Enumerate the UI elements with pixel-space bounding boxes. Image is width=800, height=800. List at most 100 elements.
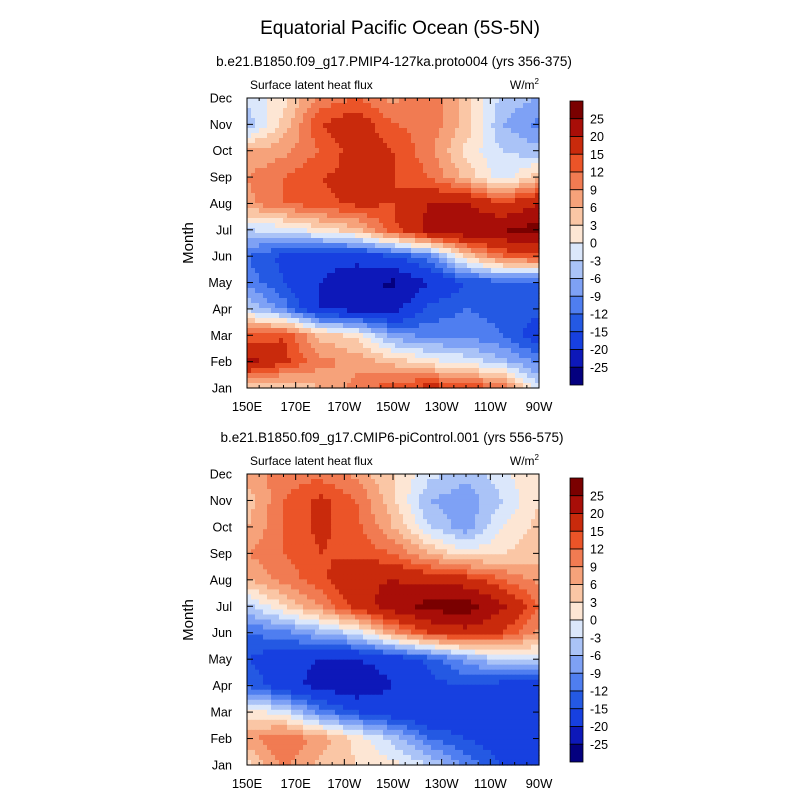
- heatmap-cell: [443, 198, 448, 204]
- heatmap-cell: [311, 183, 316, 189]
- heatmap-cell: [435, 288, 440, 294]
- heatmap-cell: [463, 208, 468, 214]
- heatmap-cell: [319, 333, 324, 339]
- heatmap-cell: [391, 338, 396, 344]
- heatmap-cell: [303, 213, 308, 219]
- heatmap-cell: [491, 243, 496, 249]
- heatmap-cell: [507, 494, 512, 500]
- heatmap-cell: [491, 138, 496, 144]
- heatmap-cell: [371, 253, 376, 259]
- heatmap-cell: [383, 504, 388, 510]
- heatmap-cell: [351, 108, 356, 114]
- heatmap-cell: [503, 203, 508, 209]
- heatmap-cell: [367, 153, 372, 159]
- heatmap-cell: [343, 313, 348, 319]
- heatmap-cell: [487, 103, 492, 109]
- heatmap-cell: [407, 494, 412, 500]
- heatmap-cell: [391, 313, 396, 319]
- heatmap-cell: [335, 303, 340, 309]
- heatmap-cell: [247, 103, 252, 109]
- heatmap-cell: [495, 318, 500, 324]
- heatmap-cell: [431, 303, 436, 309]
- heatmap-cell: [447, 368, 452, 374]
- heatmap-cell: [351, 293, 356, 299]
- heatmap-cell: [499, 143, 504, 149]
- heatmap-cell: [447, 278, 452, 284]
- heatmap-cell: [271, 268, 276, 274]
- heatmap-cell: [407, 293, 412, 299]
- heatmap-cell: [507, 258, 512, 264]
- heatmap-cell: [535, 233, 540, 239]
- heatmap-cell: [315, 143, 320, 149]
- heatmap-cell: [491, 363, 496, 369]
- heatmap-cell: [371, 358, 376, 364]
- heatmap-cell: [259, 163, 264, 169]
- heatmap-cell: [463, 383, 468, 389]
- heatmap-cell: [479, 118, 484, 124]
- heatmap-cell: [347, 383, 352, 389]
- heatmap-cell: [271, 368, 276, 374]
- heatmap-cell: [423, 148, 428, 154]
- heatmap-cell: [323, 253, 328, 259]
- heatmap-cell: [515, 203, 520, 209]
- heatmap-cell: [523, 158, 528, 164]
- heatmap-cell: [507, 378, 512, 384]
- heatmap-cell: [383, 118, 388, 124]
- heatmap-cell: [447, 168, 452, 174]
- heatmap-cell: [307, 158, 312, 164]
- heatmap-cell: [355, 243, 360, 249]
- heatmap-cell: [255, 353, 260, 359]
- heatmap-cell: [299, 178, 304, 184]
- heatmap-cell: [495, 203, 500, 209]
- heatmap-cell: [291, 514, 296, 520]
- heatmap-cell: [363, 338, 368, 344]
- heatmap-cell: [359, 233, 364, 239]
- heatmap-cell: [339, 273, 344, 279]
- heatmap-cell: [263, 333, 268, 339]
- heatmap-cell: [355, 348, 360, 354]
- heatmap-cell: [279, 368, 284, 374]
- heatmap-cell: [491, 118, 496, 124]
- heatmap-cell: [323, 308, 328, 314]
- heatmap-cell: [311, 358, 316, 364]
- heatmap-cell: [407, 268, 412, 274]
- heatmap-cell: [487, 303, 492, 309]
- heatmap-cell: [507, 499, 512, 505]
- heatmap-cell: [443, 118, 448, 124]
- heatmap-cell: [259, 208, 264, 214]
- heatmap-cell: [435, 338, 440, 344]
- heatmap-cell: [387, 358, 392, 364]
- heatmap-cell: [387, 509, 392, 515]
- heatmap-cell: [283, 484, 288, 490]
- heatmap-cell: [443, 123, 448, 129]
- heatmap-cell: [367, 233, 372, 239]
- heatmap-cell: [371, 148, 376, 154]
- heatmap-cell: [523, 494, 528, 500]
- heatmap-cell: [355, 499, 360, 505]
- heatmap-cell: [331, 298, 336, 304]
- heatmap-cell: [375, 288, 380, 294]
- heatmap-cell: [331, 183, 336, 189]
- heatmap-cell: [483, 123, 488, 129]
- heatmap-cell: [447, 123, 452, 129]
- heatmap-cell: [491, 188, 496, 194]
- heatmap-cell: [283, 504, 288, 510]
- heatmap-cell: [511, 313, 516, 319]
- heatmap-cell: [255, 338, 260, 344]
- heatmap-cell: [295, 293, 300, 299]
- heatmap-cell: [383, 98, 388, 104]
- heatmap-cell: [359, 178, 364, 184]
- heatmap-cell: [419, 333, 424, 339]
- heatmap-cell: [279, 238, 284, 244]
- heatmap-cell: [295, 288, 300, 294]
- heatmap-cell: [431, 188, 436, 194]
- heatmap-cell: [495, 348, 500, 354]
- heatmap-cell: [451, 378, 456, 384]
- colorbar-label: 20: [590, 130, 604, 144]
- heatmap-cell: [383, 484, 388, 490]
- heatmap-cell: [507, 188, 512, 194]
- heatmap-cell: [487, 308, 492, 314]
- heatmap-cell: [251, 153, 256, 159]
- heatmap-cell: [531, 484, 536, 490]
- heatmap-cell: [347, 328, 352, 334]
